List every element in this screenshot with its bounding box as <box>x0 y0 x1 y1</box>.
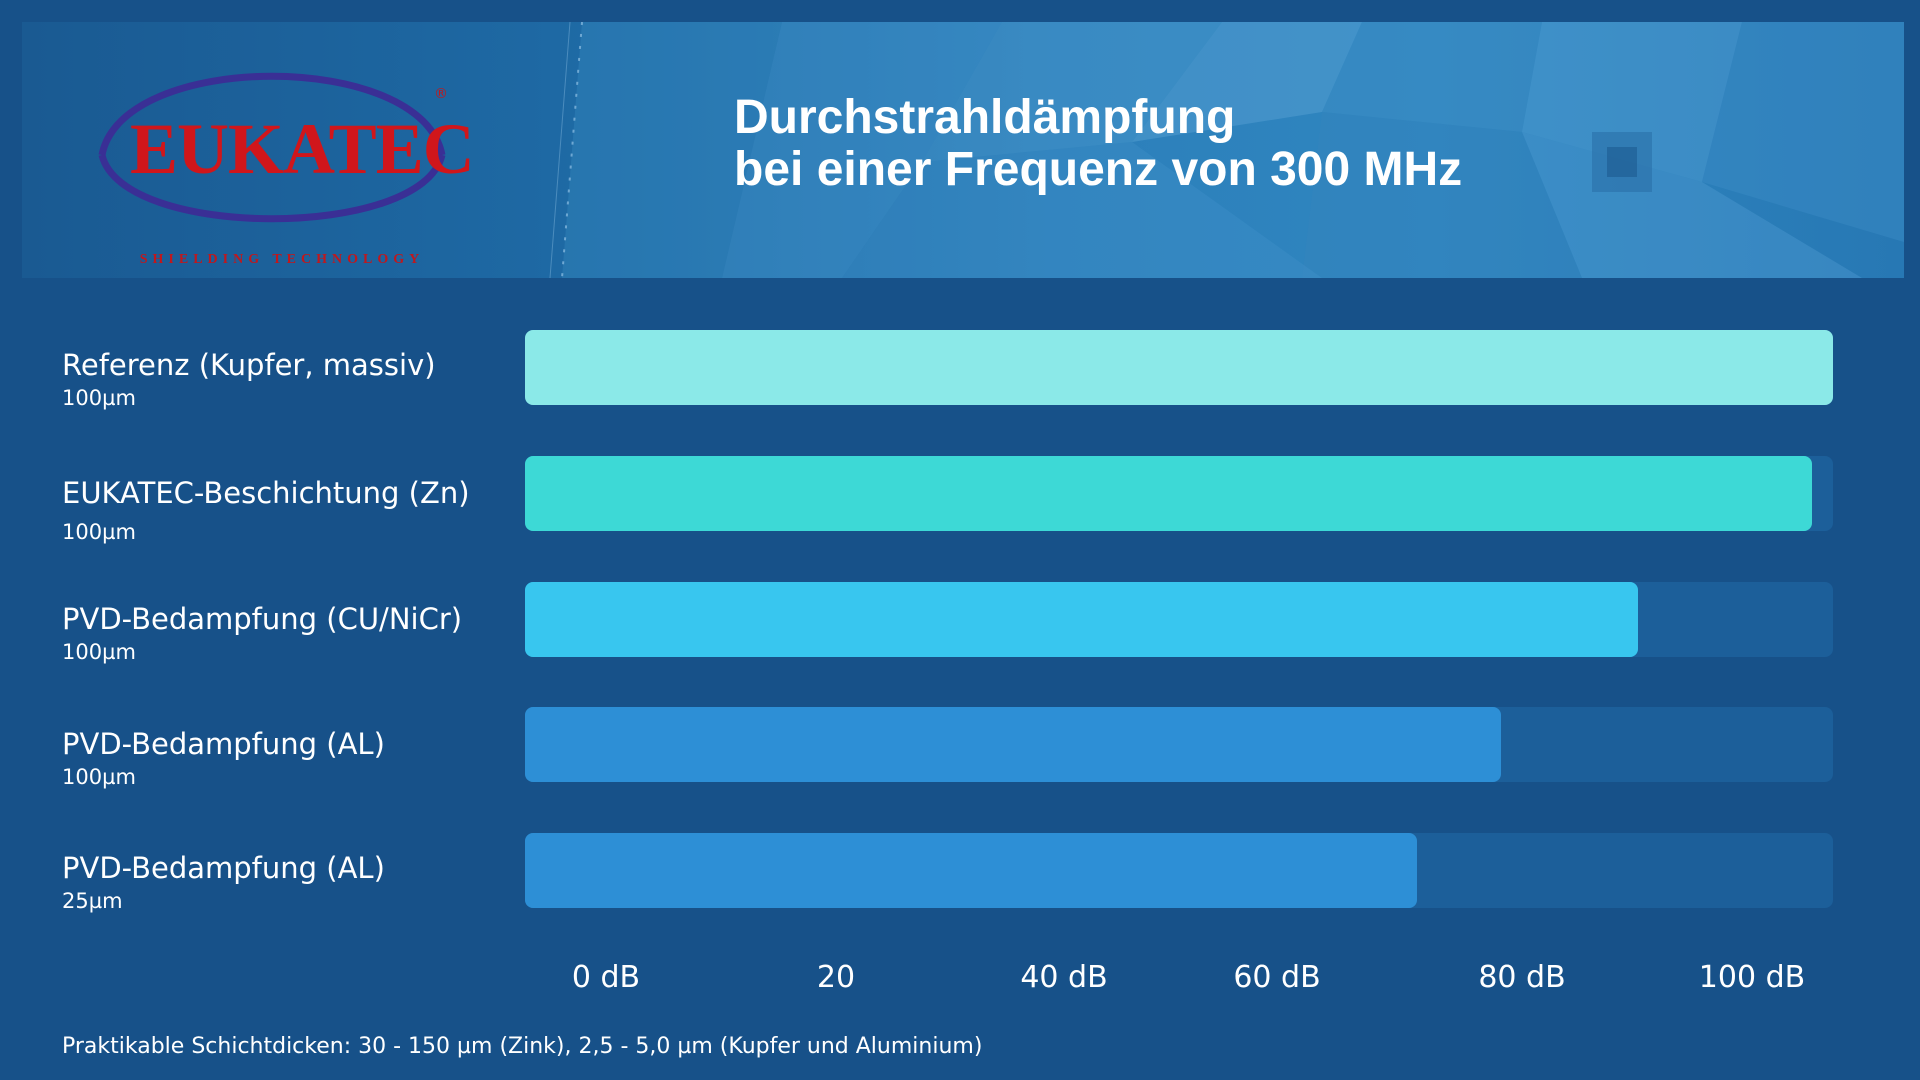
footnote: Praktikable Schichtdicken: 30 - 150 µm (… <box>62 1034 983 1059</box>
x-tick-label: 80 dB <box>1478 960 1566 995</box>
logo-ellipse-icon <box>98 72 446 223</box>
bar-pvd-al-25 <box>525 833 1418 908</box>
bar-pvd-al-100 <box>525 707 1501 782</box>
chart-title-line2: bei einer Frequenz von 300 MHz <box>734 143 1463 196</box>
x-tick-label: 100 dB <box>1698 960 1806 995</box>
category-label: PVD-Bedampfung (AL) <box>62 851 385 885</box>
bar-track-2 <box>525 582 1833 657</box>
row-label-4: PVD-Bedampfung (AL) 25µm <box>62 851 532 913</box>
x-tick-label: 60 dB <box>1233 960 1321 995</box>
banner-background-pattern <box>549 22 1904 278</box>
logo-tagline: SHIELDING TECHNOLOGY <box>139 252 425 267</box>
bar-track-0 <box>525 330 1833 405</box>
row-label-3: PVD-Bedampfung (AL) 100µm <box>62 727 532 789</box>
row-label-0: Referenz (Kupfer, massiv) 100µm <box>62 348 532 410</box>
category-label: Referenz (Kupfer, massiv) <box>62 348 436 382</box>
header-banner: EUKATEC ® SHIELDING TECHNOLOGY Durchstra… <box>22 22 1904 278</box>
x-tick-label: 20 <box>816 960 856 995</box>
row-label-2: PVD-Bedampfung (CU/NiCr) 100µm <box>62 602 532 664</box>
eukatec-logo: EUKATEC ® SHIELDING TECHNOLOGY <box>82 40 475 270</box>
thickness-label: 100µm <box>62 765 136 789</box>
chart-title-line1: Durchstrahldämpfung <box>734 91 1236 144</box>
category-label: EUKATEC-Beschichtung (Zn) <box>62 476 470 510</box>
registered-mark: ® <box>434 86 448 102</box>
bar-track-1 <box>525 456 1833 531</box>
category-label: PVD-Bedampfung (CU/NiCr) <box>62 602 463 636</box>
thickness-label: 100µm <box>62 386 136 410</box>
thickness-label: 100µm <box>62 640 136 664</box>
chart-title: Durchstrahldämpfung bei einer Frequenz v… <box>734 92 1634 196</box>
bar-eukatec-zn <box>525 456 1813 531</box>
x-tick-label: 40 dB <box>1020 960 1108 995</box>
bar-referenz-kupfer <box>525 330 1833 405</box>
category-label: PVD-Bedampfung (AL) <box>62 727 385 761</box>
x-tick-label: 0 dB <box>571 960 641 995</box>
logo-wordmark: EUKATEC <box>130 109 475 189</box>
thickness-label: 100µm <box>62 520 136 544</box>
thickness-label: 25µm <box>62 889 123 913</box>
bar-track-3 <box>525 707 1833 782</box>
bar-pvd-cu-nicr <box>525 582 1639 657</box>
bar-track-4 <box>525 833 1833 908</box>
row-label-1: EUKATEC-Beschichtung (Zn) 100µm <box>62 476 532 544</box>
